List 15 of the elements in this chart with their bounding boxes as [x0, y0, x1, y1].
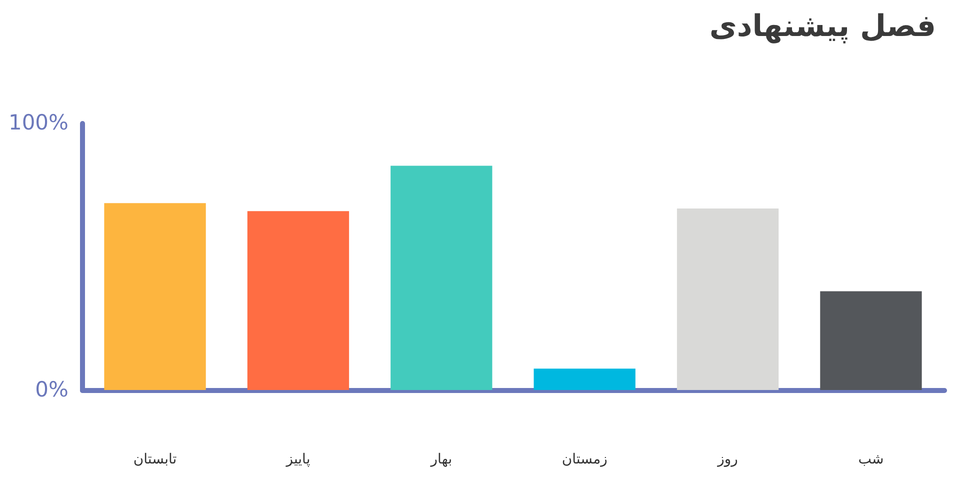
x-tick-label: تابستان — [133, 452, 177, 468]
bar — [104, 203, 206, 390]
x-tick-label: روز — [716, 452, 738, 468]
x-tick-label: پاییز — [285, 452, 310, 468]
bar — [676, 208, 779, 390]
bar — [247, 211, 350, 390]
bar — [534, 368, 636, 390]
bar — [820, 291, 922, 390]
x-tick-label: زمستان — [562, 452, 608, 468]
x-tick-label: شب — [858, 452, 884, 468]
chart-title: فصل پیشنهادی — [709, 9, 936, 44]
x-tick-label: بهار — [430, 452, 452, 468]
y-tick-label: 100% — [8, 110, 68, 134]
y-tick-label: 0% — [35, 378, 68, 402]
bar — [390, 166, 492, 390]
